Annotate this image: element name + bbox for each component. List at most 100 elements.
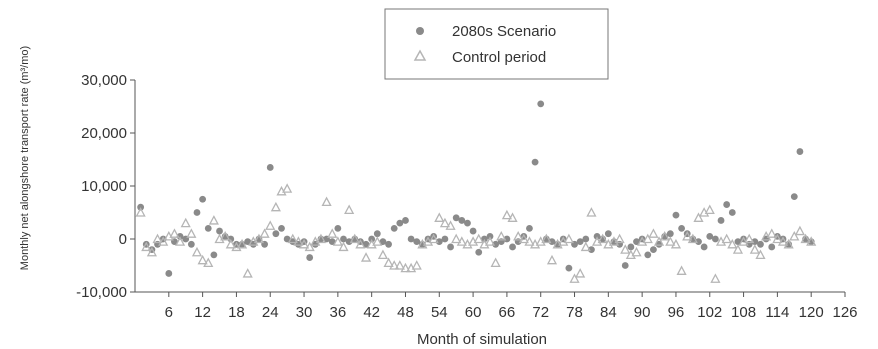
data-point-control: [507, 212, 518, 222]
data-point-control: [580, 241, 591, 252]
x-tick-label: 18: [228, 304, 245, 321]
data-point-control: [360, 252, 372, 262]
chart-axes: [134, 80, 845, 293]
data-point-control: [659, 230, 670, 241]
data-point-scenario: [650, 246, 657, 254]
data-point-control: [203, 257, 214, 268]
x-tick-label: 102: [697, 304, 722, 321]
data-point-scenario: [768, 243, 776, 251]
data-point-scenario: [345, 238, 353, 246]
data-point-control: [349, 233, 360, 244]
data-point-scenario: [396, 219, 404, 227]
data-point-control: [490, 257, 501, 268]
data-point-scenario: [503, 235, 511, 243]
data-point-scenario: [706, 232, 714, 240]
series-layer: [135, 100, 817, 283]
data-point-control: [377, 249, 389, 260]
chart-legend: 2080s Scenario Control period: [384, 8, 609, 80]
data-point-scenario: [548, 238, 556, 246]
data-point-control: [315, 233, 327, 244]
data-point-control: [727, 238, 738, 249]
data-point-control: [242, 268, 253, 278]
x-tick-label: 96: [668, 304, 685, 321]
data-point-control: [439, 217, 451, 228]
data-point-control: [445, 220, 456, 230]
data-point-control: [766, 228, 777, 238]
data-point-control: [225, 238, 236, 249]
y-tick-label: 20,000: [81, 125, 127, 142]
data-point-scenario: [678, 225, 685, 232]
data-point-scenario: [672, 211, 680, 219]
data-point-scenario: [306, 254, 314, 261]
data-point-scenario: [751, 238, 759, 246]
data-point-scenario: [390, 225, 398, 232]
data-point-scenario: [576, 238, 584, 246]
data-point-control: [806, 236, 817, 246]
data-point-scenario: [362, 240, 370, 248]
x-tick-label: 30: [296, 304, 313, 321]
data-point-control: [298, 238, 310, 249]
x-axis-ticks: 6 12 18 24 30 36 42 48 54 60 66 72 78 84 90 96 102 108 114…: [165, 292, 858, 321]
x-tick-label: 6: [165, 304, 173, 321]
data-point-control: [597, 233, 608, 244]
data-point-control: [687, 233, 698, 244]
data-point-scenario: [492, 240, 500, 248]
data-point-control: [236, 238, 248, 249]
data-point-control: [141, 241, 152, 252]
data-point-scenario: [627, 243, 635, 251]
data-point-control: [721, 233, 732, 244]
data-point-scenario: [700, 243, 708, 251]
data-point-scenario: [340, 235, 347, 243]
data-point-control: [642, 233, 653, 244]
data-point-control: [282, 183, 293, 193]
data-point-control: [270, 201, 281, 212]
x-tick-label: 108: [731, 304, 756, 321]
data-point-scenario: [373, 230, 381, 238]
data-point-control: [293, 236, 304, 246]
data-point-scenario: [464, 219, 471, 227]
data-point-control: [253, 233, 265, 244]
data-point-control: [287, 233, 298, 244]
data-point-control: [789, 230, 800, 241]
data-point-control: [428, 233, 439, 244]
data-point-control: [710, 273, 721, 283]
data-point-control: [456, 236, 467, 246]
y-axis-ticks: -10,000 0 10,000 20,000 30,000: [76, 72, 135, 301]
data-point-scenario: [210, 251, 218, 259]
data-point-control: [355, 238, 366, 249]
data-point-control: [704, 204, 715, 215]
data-point-control: [332, 236, 343, 246]
data-point-scenario: [187, 240, 195, 248]
data-point-control: [693, 212, 704, 222]
data-point-control: [541, 233, 552, 244]
data-point-control: [496, 230, 507, 241]
x-tick-label: 60: [465, 304, 482, 321]
data-point-control: [586, 207, 597, 217]
data-point-control: [265, 220, 276, 230]
data-point-scenario: [723, 201, 731, 208]
y-tick-label: -10,000: [76, 284, 127, 301]
data-point-scenario: [526, 225, 533, 232]
data-point-scenario: [328, 238, 336, 246]
data-point-control: [152, 233, 163, 244]
x-tick-label: 36: [330, 304, 347, 321]
legend-box: [384, 8, 609, 80]
data-point-scenario: [509, 243, 516, 251]
data-point-control: [186, 228, 197, 238]
data-point-control: [772, 233, 783, 244]
data-point-scenario: [193, 209, 201, 216]
legend-marker-control: [413, 49, 427, 61]
x-tick-label: 48: [397, 304, 414, 321]
data-point-scenario: [633, 238, 640, 246]
data-point-scenario: [717, 217, 725, 224]
data-point-control: [344, 204, 355, 215]
data-point-scenario: [734, 238, 742, 246]
data-point-scenario: [604, 230, 612, 238]
data-point-control: [575, 268, 586, 278]
data-point-scenario: [204, 225, 212, 232]
data-point-control: [321, 196, 332, 207]
data-point-scenario: [278, 225, 285, 232]
data-point-control: [411, 260, 422, 270]
data-point-control: [524, 236, 535, 246]
